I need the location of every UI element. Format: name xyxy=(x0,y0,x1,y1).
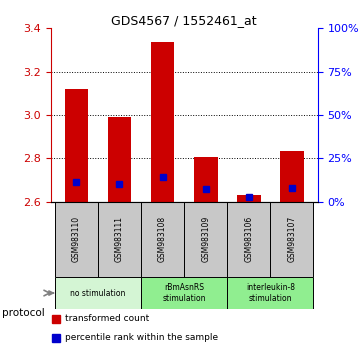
Bar xyxy=(98,202,141,276)
Title: GDS4567 / 1552461_at: GDS4567 / 1552461_at xyxy=(111,14,257,27)
Text: no stimulation: no stimulation xyxy=(70,289,126,298)
Bar xyxy=(55,276,141,309)
Bar xyxy=(227,276,313,309)
Bar xyxy=(280,151,304,202)
Bar xyxy=(227,202,270,276)
Bar xyxy=(65,89,88,202)
Bar xyxy=(151,42,174,202)
Text: interleukin-8
stimulation: interleukin-8 stimulation xyxy=(246,283,295,303)
Text: GSM983111: GSM983111 xyxy=(115,216,124,262)
Text: GSM983106: GSM983106 xyxy=(244,216,253,262)
Text: transformed count: transformed count xyxy=(65,314,149,323)
Bar xyxy=(108,117,131,202)
Bar xyxy=(141,276,227,309)
Bar xyxy=(141,202,184,276)
Text: GSM983110: GSM983110 xyxy=(72,216,81,262)
Text: GSM983109: GSM983109 xyxy=(201,216,210,262)
Bar xyxy=(270,202,313,276)
Bar xyxy=(184,202,227,276)
Bar xyxy=(237,195,261,202)
Bar xyxy=(55,202,98,276)
Bar xyxy=(194,157,217,202)
Text: protocol: protocol xyxy=(2,308,44,318)
Text: percentile rank within the sample: percentile rank within the sample xyxy=(65,333,218,342)
Text: rBmAsnRS
stimulation: rBmAsnRS stimulation xyxy=(162,283,206,303)
Text: GSM983108: GSM983108 xyxy=(158,216,167,262)
Text: GSM983107: GSM983107 xyxy=(287,216,296,262)
